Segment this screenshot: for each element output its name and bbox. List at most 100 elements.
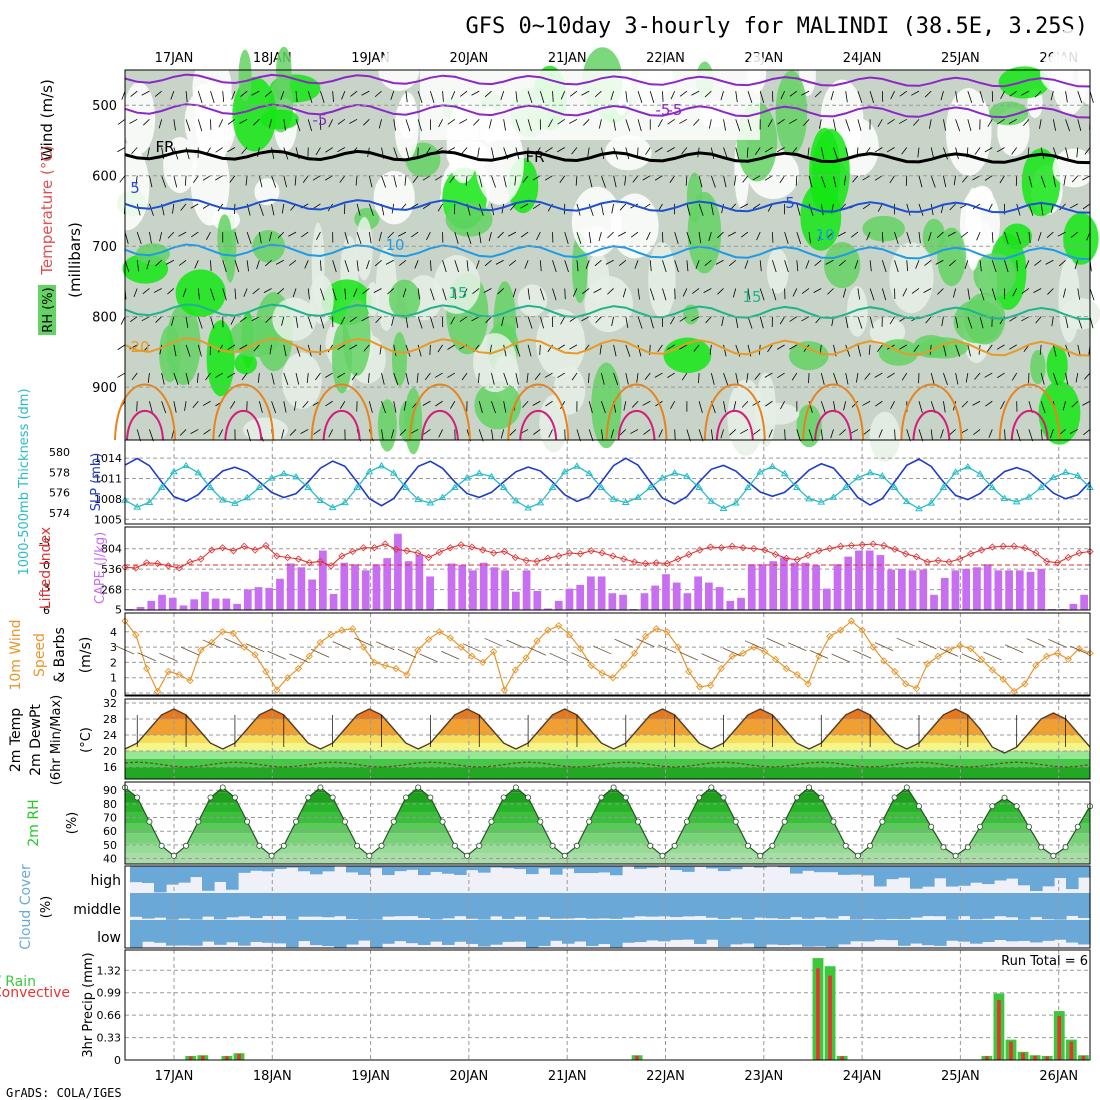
wind-barb bbox=[381, 175, 387, 188]
wind-barb bbox=[179, 259, 187, 266]
wind-barb bbox=[133, 288, 138, 297]
wind-barb bbox=[955, 91, 958, 103]
precip-frame bbox=[124, 949, 1091, 1061]
thickness-point bbox=[841, 483, 850, 491]
wind-barb bbox=[337, 372, 346, 378]
rh-cell bbox=[1046, 345, 1068, 386]
wind-speed-point bbox=[880, 657, 888, 665]
contour-25-loop bbox=[420, 410, 459, 441]
rh-cell bbox=[788, 341, 829, 371]
thickness-point bbox=[304, 483, 313, 491]
rh-cell bbox=[281, 352, 322, 409]
wind-barb bbox=[203, 429, 211, 435]
wind-axis-barbs: & Barbs bbox=[52, 627, 68, 683]
cloud-bar bbox=[358, 893, 371, 920]
cloud-bar bbox=[1018, 866, 1031, 886]
rh-cell bbox=[862, 215, 905, 242]
wind-barb bbox=[617, 231, 627, 237]
wind-barb bbox=[581, 316, 590, 322]
lifted-index-point bbox=[219, 544, 227, 552]
wind-barb bbox=[258, 175, 263, 188]
thickness-tick-label: 578 bbox=[49, 466, 70, 479]
cloud-bar bbox=[1030, 893, 1043, 918]
wind-barb bbox=[410, 429, 419, 434]
bottom-date-label: 17JAN bbox=[155, 1069, 194, 1084]
lifted-index-point bbox=[750, 544, 758, 553]
wind-barb bbox=[643, 429, 651, 435]
lifted-index-point bbox=[197, 555, 205, 563]
wind-barb bbox=[948, 259, 956, 267]
wind-barb bbox=[851, 400, 859, 408]
wind-barb bbox=[288, 231, 297, 237]
wind-barb bbox=[515, 372, 519, 385]
wind-barb bbox=[391, 316, 395, 326]
precip-convective-bar bbox=[225, 1056, 229, 1060]
wind-barb bbox=[681, 147, 688, 155]
contour-20-loop bbox=[998, 383, 1061, 441]
wind-barb bbox=[808, 203, 814, 216]
wind-barb bbox=[845, 344, 851, 357]
wind-barb bbox=[210, 316, 215, 329]
cloud-bar bbox=[466, 920, 479, 944]
lifted-index-point bbox=[446, 544, 454, 552]
wind-barb bbox=[271, 147, 275, 159]
rh-cell bbox=[194, 79, 237, 160]
contour-20-loop bbox=[802, 383, 865, 441]
cape-bar bbox=[833, 564, 842, 610]
wind-barb bbox=[422, 203, 431, 209]
cloud-bar bbox=[250, 893, 263, 919]
wind-barb bbox=[381, 429, 384, 441]
wind-barb bbox=[222, 91, 225, 103]
lifted-index-point bbox=[143, 559, 151, 567]
rh-point bbox=[830, 818, 837, 825]
wind-barb bbox=[1021, 316, 1030, 322]
cloud-bar bbox=[406, 866, 419, 870]
wind-speed-point bbox=[381, 661, 389, 670]
rh-cell bbox=[1030, 349, 1046, 385]
wind-barb bbox=[613, 119, 616, 131]
wind-barb bbox=[720, 429, 724, 439]
cloud-bar bbox=[682, 920, 695, 940]
lifted-index-point bbox=[240, 542, 248, 550]
wind-barb bbox=[117, 372, 126, 378]
rh-cell bbox=[517, 284, 548, 317]
cape-bar bbox=[930, 594, 938, 610]
lifted-index-point bbox=[761, 546, 769, 554]
wind-barb bbox=[948, 429, 956, 436]
cloud-bar bbox=[190, 920, 203, 946]
cloud-bar bbox=[778, 893, 791, 919]
wind-barb bbox=[245, 175, 248, 186]
wind-barb bbox=[363, 344, 370, 352]
wind-barb bbox=[654, 147, 663, 153]
cloud-bar bbox=[514, 866, 527, 870]
wind-barb bbox=[818, 231, 822, 242]
cape-bar bbox=[179, 605, 188, 610]
wind-barb bbox=[117, 119, 126, 125]
cape-bar bbox=[351, 564, 359, 610]
rh-point bbox=[464, 852, 471, 859]
wind-barb bbox=[820, 175, 826, 188]
wind-barb bbox=[913, 119, 920, 126]
rh-cell bbox=[123, 82, 156, 154]
wind-speed-point bbox=[782, 664, 791, 673]
precip-convective-bar bbox=[816, 968, 820, 1060]
slp-tick-label: 1008 bbox=[94, 493, 122, 506]
cloud-bar bbox=[862, 893, 875, 919]
cloud-bar bbox=[934, 920, 947, 946]
wind-barb bbox=[886, 147, 895, 153]
rh-cell bbox=[648, 241, 676, 318]
rh-tick-label: 40 bbox=[103, 853, 117, 866]
cloud-bar bbox=[442, 866, 455, 874]
rh-point bbox=[964, 844, 971, 851]
cloud-bar bbox=[574, 893, 587, 918]
wind-barb bbox=[1021, 288, 1030, 294]
wind-barb bbox=[808, 429, 814, 442]
wind-barb bbox=[686, 260, 689, 272]
wind-barb bbox=[501, 203, 505, 214]
thickness-point bbox=[585, 469, 594, 476]
rh-axis-unit: (%) bbox=[65, 812, 80, 835]
wind-barb bbox=[857, 119, 862, 132]
cloud-bar bbox=[622, 893, 635, 918]
rh-cell bbox=[965, 187, 982, 271]
